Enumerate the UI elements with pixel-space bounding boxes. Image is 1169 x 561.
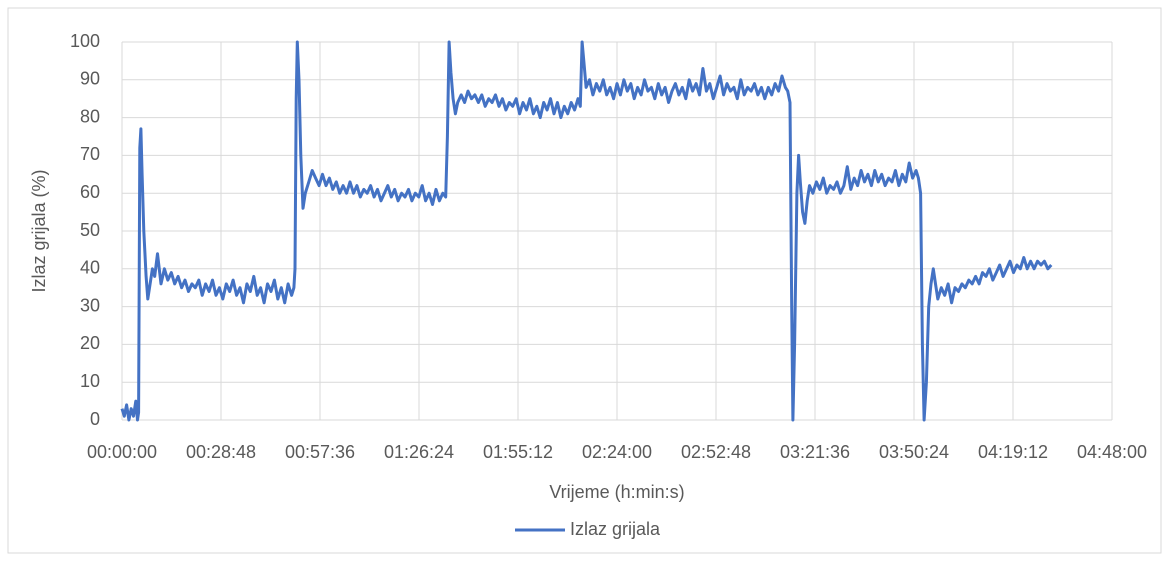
y-tick-label: 100 [70, 31, 100, 51]
x-tick-label: 01:55:12 [483, 442, 553, 462]
x-tick-label: 00:28:48 [186, 442, 256, 462]
x-axis-label: Vrijeme (h:min:s) [549, 482, 684, 502]
y-tick-label: 90 [80, 69, 100, 89]
y-axis-label: Izlaz grijala (%) [29, 169, 49, 292]
y-tick-label: 20 [80, 333, 100, 353]
y-tick-label: 40 [80, 258, 100, 278]
y-tick-label: 0 [90, 409, 100, 429]
x-tick-label: 02:24:00 [582, 442, 652, 462]
chart-frame [7, 7, 1162, 554]
x-tick-label: 04:19:12 [978, 442, 1048, 462]
y-tick-label: 10 [80, 371, 100, 391]
x-tick-label: 03:50:24 [879, 442, 949, 462]
y-tick-label: 30 [80, 295, 100, 315]
x-tick-label: 00:57:36 [285, 442, 355, 462]
y-tick-label: 60 [80, 182, 100, 202]
x-tick-label: 00:00:00 [87, 442, 157, 462]
data-line [120, 40, 1053, 422]
x-tick-label: 04:48:00 [1077, 442, 1147, 462]
y-tick-label: 80 [80, 106, 100, 126]
x-tick-label: 01:26:24 [384, 442, 454, 462]
y-tick-label: 70 [80, 144, 100, 164]
x-tick-label: 02:52:48 [681, 442, 751, 462]
legend-label: Izlaz grijala [570, 519, 661, 539]
x-tick-label: 03:21:36 [780, 442, 850, 462]
y-tick-label: 50 [80, 220, 100, 240]
